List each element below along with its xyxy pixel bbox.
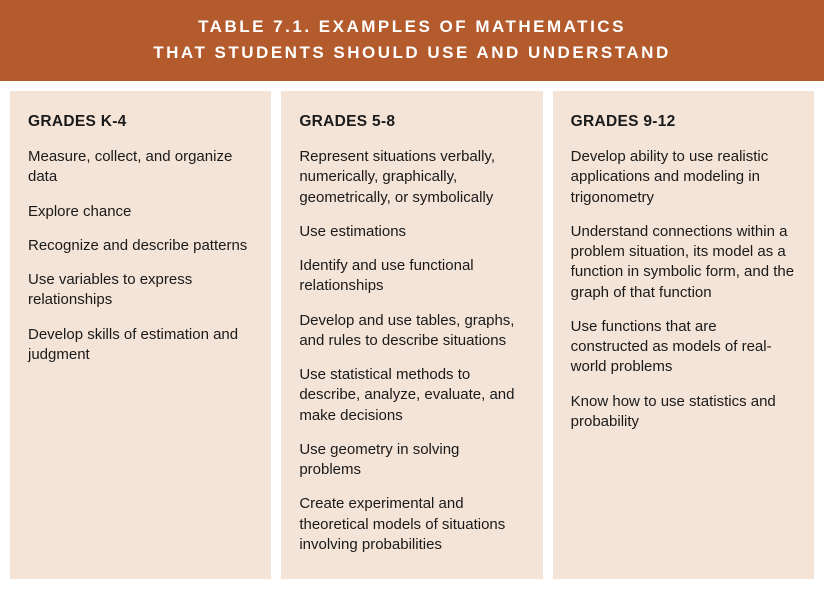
list-item: Represent situations verbally, numerical… — [299, 147, 524, 208]
header-line-2: THAT STUDENTS SHOULD USE AND UNDERSTAND — [40, 40, 784, 66]
column-heading: GRADES 5-8 — [299, 113, 524, 131]
table-header: TABLE 7.1. EXAMPLES OF MATHEMATICS THAT … — [0, 0, 824, 81]
list-item: Create experimental and theoretical mode… — [299, 494, 524, 555]
list-item: Use estimations — [299, 222, 524, 242]
list-item: Use geometry in solving problems — [299, 440, 524, 481]
list-item: Know how to use statistics and probabili… — [571, 392, 796, 433]
list-item: Develop and use tables, graphs, and rule… — [299, 311, 524, 352]
column-grades-k4: GRADES K-4 Measure, collect, and organiz… — [10, 91, 271, 579]
list-item: Recognize and describe patterns — [28, 236, 253, 256]
columns-row: GRADES K-4 Measure, collect, and organiz… — [0, 81, 824, 589]
column-heading: GRADES 9-12 — [571, 113, 796, 131]
list-item: Use variables to express relationships — [28, 270, 253, 311]
table-container: TABLE 7.1. EXAMPLES OF MATHEMATICS THAT … — [0, 0, 824, 589]
list-item: Develop ability to use realistic applica… — [571, 147, 796, 208]
list-item: Explore chance — [28, 202, 253, 222]
list-item: Identify and use functional relationship… — [299, 256, 524, 297]
list-item: Use functions that are constructed as mo… — [571, 317, 796, 378]
header-line-1: TABLE 7.1. EXAMPLES OF MATHEMATICS — [40, 14, 784, 40]
column-grades-5-8: GRADES 5-8 Represent situations verbally… — [281, 91, 542, 579]
column-heading: GRADES K-4 — [28, 113, 253, 131]
list-item: Develop skills of estimation and judgmen… — [28, 325, 253, 366]
list-item: Understand connections within a problem … — [571, 222, 796, 303]
list-item: Use statistical methods to describe, ana… — [299, 365, 524, 426]
list-item: Measure, collect, and organize data — [28, 147, 253, 188]
column-grades-9-12: GRADES 9-12 Develop ability to use reali… — [553, 91, 814, 579]
